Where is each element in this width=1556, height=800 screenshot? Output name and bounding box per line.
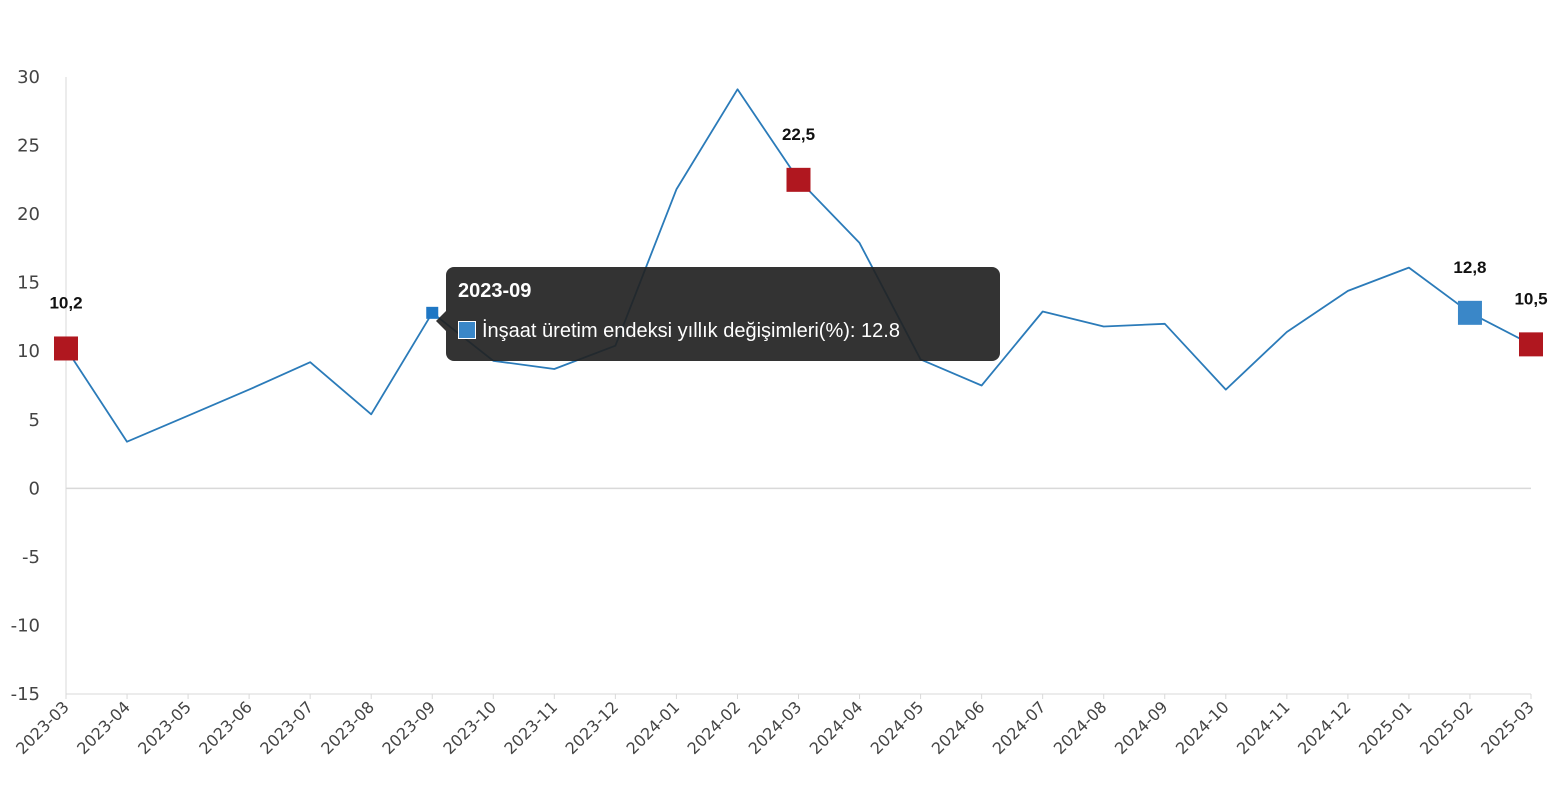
x-tick-label: 2023-04	[73, 697, 134, 758]
tooltip-value: 12.8	[861, 320, 900, 342]
data-label: 10,5	[1514, 289, 1547, 308]
y-tick-label: -10	[11, 615, 40, 636]
highlight-point-marker	[786, 167, 811, 192]
tooltip-separator: :	[849, 320, 862, 342]
data-label: 22,5	[782, 125, 815, 144]
y-tick-label: 20	[17, 204, 40, 225]
tooltip-series-swatch	[458, 321, 476, 339]
highlight-point-marker	[1519, 332, 1543, 357]
x-tick-label: 2024-08	[1050, 697, 1111, 758]
x-tick-label: 2023-06	[195, 697, 256, 758]
y-tick-label: 5	[29, 410, 40, 431]
data-label: 12,8	[1453, 258, 1486, 277]
x-tick-label: 2025-02	[1416, 697, 1477, 758]
x-axis: 2023-03 2023-04 2023-05 2023-06 2023-07 2023-…	[12, 693, 1538, 758]
y-tick-label: 0	[29, 478, 40, 499]
x-tick-label: 2023-07	[256, 697, 317, 758]
data-labels-layer: 10,2 22,5 12,8 10,5	[49, 125, 1547, 313]
x-tick-label: 2024-10	[1172, 697, 1233, 758]
x-tick-label: 2024-02	[684, 697, 745, 758]
highlight-point-marker	[54, 336, 78, 361]
x-tick-label: 2024-03	[745, 697, 806, 758]
x-tick-label: 2024-07	[989, 697, 1050, 758]
x-tick-label: 2023-03	[12, 697, 73, 758]
x-tick-label: 2023-12	[561, 697, 622, 758]
data-label: 10,2	[49, 293, 82, 312]
x-tick-label: 2023-05	[134, 697, 195, 758]
tooltip-row: İnşaat üretim endeksi yıllık değişimleri…	[458, 320, 900, 343]
hover-point-marker	[426, 306, 439, 319]
x-tick-label: 2023-08	[317, 697, 378, 758]
y-tick-label: 25	[17, 136, 40, 157]
x-tick-label: 2024-04	[806, 697, 867, 758]
tooltip-title: 2023-09	[458, 280, 532, 302]
hover-tooltip: 2023-09 İnşaat üretim endeksi yıllık değ…	[436, 267, 1000, 361]
y-tick-label: 30	[17, 67, 40, 88]
markers-layer	[54, 167, 1543, 361]
x-tick-label: 2025-03	[1477, 697, 1538, 758]
y-tick-label: -15	[11, 684, 40, 705]
x-tick-label: 2024-11	[1233, 697, 1294, 758]
x-tick-label: 2023-10	[439, 697, 500, 758]
y-tick-label: -5	[22, 547, 40, 568]
y-tick-label: 15	[17, 273, 40, 294]
highlight-point-marker	[1457, 300, 1482, 325]
x-tick-label: 2025-01	[1355, 697, 1416, 758]
x-tick-label: 2023-11	[500, 697, 561, 758]
y-axis: 30 25 20 15 10 5 0 -5 -10 -15	[11, 67, 1531, 705]
x-tick-label: 2024-06	[928, 697, 989, 758]
y-tick-label: 10	[17, 341, 40, 362]
x-tick-label: 2024-01	[623, 697, 684, 758]
x-tick-label: 2024-05	[867, 697, 928, 758]
x-tick-label: 2023-09	[378, 697, 439, 758]
x-tick-label: 2024-12	[1294, 697, 1355, 758]
tooltip-pointer	[436, 311, 446, 331]
x-tick-label: 2024-09	[1111, 697, 1172, 758]
tooltip-series-name: İnşaat üretim endeksi yıllık değişimleri…	[482, 320, 850, 342]
